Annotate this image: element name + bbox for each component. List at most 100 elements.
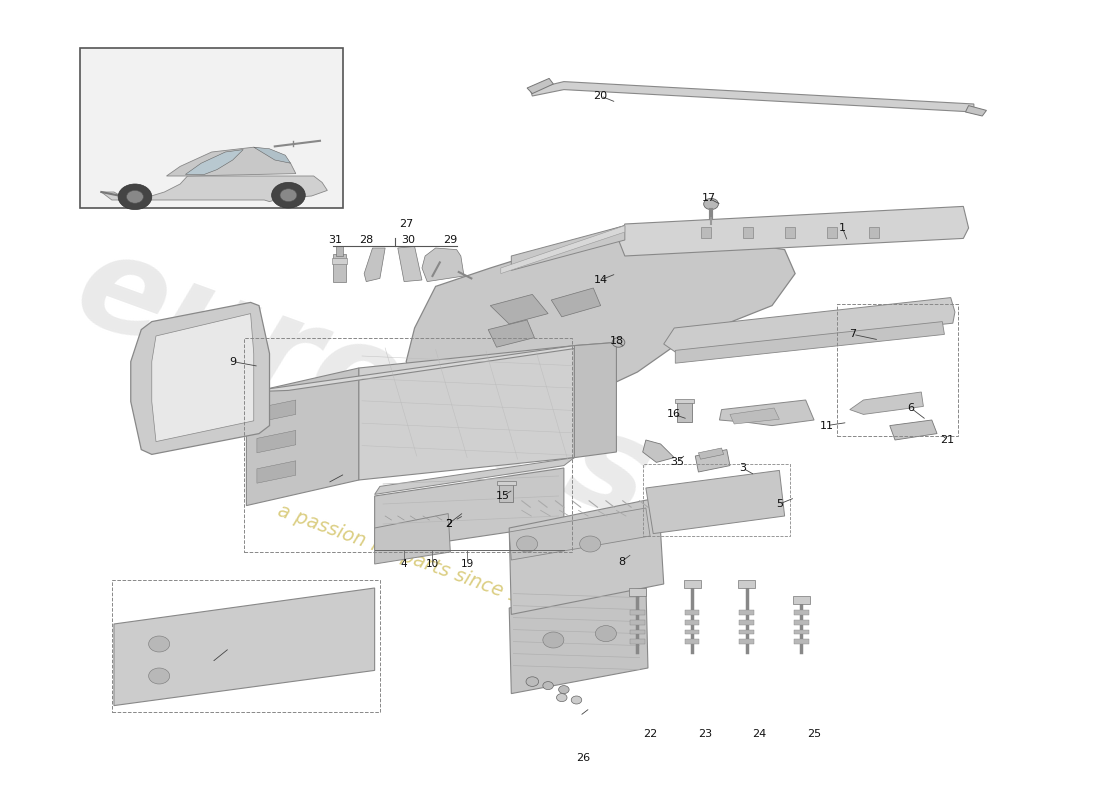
Polygon shape bbox=[527, 78, 553, 94]
Text: 17: 17 bbox=[702, 194, 716, 203]
Text: 26: 26 bbox=[575, 754, 590, 763]
Circle shape bbox=[280, 189, 297, 202]
Bar bbox=[630, 620, 645, 625]
Bar bbox=[331, 258, 348, 264]
Text: 11: 11 bbox=[820, 421, 834, 430]
Bar bbox=[739, 639, 755, 644]
Text: 16: 16 bbox=[668, 410, 681, 419]
Polygon shape bbox=[512, 226, 625, 270]
Polygon shape bbox=[730, 408, 780, 424]
Circle shape bbox=[557, 694, 566, 702]
Circle shape bbox=[613, 338, 625, 347]
Polygon shape bbox=[114, 588, 375, 706]
Polygon shape bbox=[695, 450, 730, 472]
Text: 20: 20 bbox=[594, 91, 607, 101]
Polygon shape bbox=[186, 150, 243, 174]
Polygon shape bbox=[663, 298, 955, 352]
Circle shape bbox=[571, 696, 582, 704]
Polygon shape bbox=[246, 368, 359, 506]
Text: 9: 9 bbox=[229, 357, 236, 366]
Bar bbox=[498, 483, 514, 502]
Polygon shape bbox=[509, 508, 650, 560]
Text: 1: 1 bbox=[839, 223, 846, 233]
Text: 29: 29 bbox=[443, 235, 458, 245]
Polygon shape bbox=[646, 470, 784, 534]
Polygon shape bbox=[131, 302, 270, 454]
Polygon shape bbox=[675, 322, 945, 363]
Text: 31: 31 bbox=[328, 235, 342, 245]
Text: a passion for parts since 1985: a passion for parts since 1985 bbox=[275, 501, 559, 619]
Polygon shape bbox=[551, 288, 601, 317]
Polygon shape bbox=[618, 206, 969, 256]
Text: 21: 21 bbox=[940, 435, 955, 445]
Bar bbox=[739, 630, 755, 634]
Polygon shape bbox=[966, 106, 987, 116]
Polygon shape bbox=[375, 468, 564, 552]
Bar bbox=[336, 246, 343, 256]
Polygon shape bbox=[491, 294, 548, 324]
Polygon shape bbox=[719, 400, 814, 426]
Bar bbox=[685, 630, 700, 634]
Polygon shape bbox=[850, 392, 923, 414]
Text: 14: 14 bbox=[594, 275, 607, 285]
Text: 35: 35 bbox=[670, 457, 684, 466]
Polygon shape bbox=[500, 226, 625, 274]
Bar bbox=[784, 227, 795, 238]
Text: 7: 7 bbox=[849, 330, 857, 339]
Circle shape bbox=[526, 677, 539, 686]
Bar bbox=[630, 639, 645, 644]
Bar bbox=[675, 399, 694, 403]
Polygon shape bbox=[257, 400, 296, 422]
Bar bbox=[496, 481, 516, 485]
Text: 6: 6 bbox=[908, 403, 914, 413]
Bar bbox=[642, 464, 790, 536]
Circle shape bbox=[126, 190, 143, 203]
Text: 22: 22 bbox=[642, 730, 657, 739]
Bar bbox=[685, 610, 700, 615]
Bar bbox=[742, 227, 754, 238]
Text: 19: 19 bbox=[461, 559, 474, 569]
Text: 8: 8 bbox=[618, 557, 625, 566]
Polygon shape bbox=[509, 498, 663, 614]
Bar bbox=[827, 227, 837, 238]
Polygon shape bbox=[422, 248, 464, 282]
Bar bbox=[837, 304, 958, 436]
Bar bbox=[739, 610, 755, 615]
Text: 18: 18 bbox=[609, 336, 624, 346]
Text: 15: 15 bbox=[496, 491, 510, 501]
Text: 5: 5 bbox=[776, 499, 783, 509]
Bar bbox=[678, 402, 692, 422]
Text: 28: 28 bbox=[359, 235, 373, 245]
Bar bbox=[794, 610, 808, 615]
Polygon shape bbox=[257, 461, 296, 483]
Text: 24: 24 bbox=[752, 730, 767, 739]
Bar bbox=[794, 639, 808, 644]
Bar bbox=[684, 580, 701, 588]
Bar bbox=[701, 227, 711, 238]
Bar bbox=[112, 580, 380, 712]
Bar bbox=[793, 596, 810, 604]
Text: 27: 27 bbox=[399, 219, 414, 229]
Bar bbox=[244, 338, 572, 552]
Text: 4: 4 bbox=[400, 559, 407, 569]
Circle shape bbox=[542, 682, 553, 690]
Polygon shape bbox=[406, 226, 795, 418]
Polygon shape bbox=[166, 147, 296, 176]
Polygon shape bbox=[254, 147, 290, 163]
Polygon shape bbox=[509, 582, 648, 694]
Bar bbox=[685, 620, 700, 625]
Circle shape bbox=[148, 636, 169, 652]
Polygon shape bbox=[101, 176, 328, 202]
Bar bbox=[794, 620, 808, 625]
Circle shape bbox=[704, 198, 718, 210]
Circle shape bbox=[595, 626, 616, 642]
Text: 23: 23 bbox=[697, 730, 712, 739]
Text: 3: 3 bbox=[739, 463, 746, 473]
Polygon shape bbox=[364, 248, 385, 282]
Bar bbox=[630, 630, 645, 634]
Circle shape bbox=[542, 632, 564, 648]
Polygon shape bbox=[488, 320, 535, 347]
Circle shape bbox=[148, 668, 169, 684]
Circle shape bbox=[272, 182, 306, 208]
Bar bbox=[332, 254, 346, 282]
